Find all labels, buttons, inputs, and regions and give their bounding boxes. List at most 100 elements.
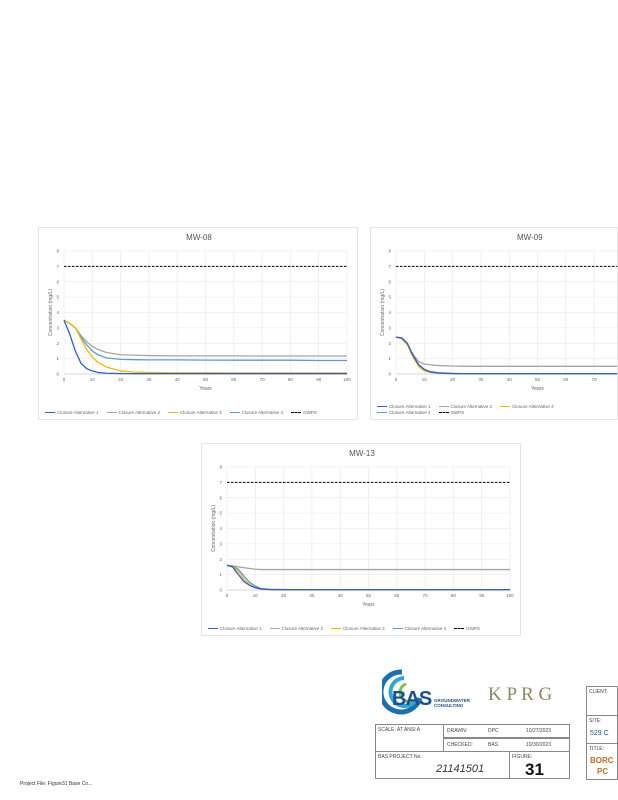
x-tick-label: 50: [366, 593, 372, 598]
series-line-closure-alternative-2: [226, 564, 510, 571]
y-tick-label: 3: [388, 325, 391, 330]
x-tick-label: 100: [343, 377, 351, 382]
y-tick-label: 4: [56, 310, 59, 315]
y-tick-label: 0: [219, 588, 222, 593]
y-tick-label: 7: [388, 264, 391, 269]
legend-item: Closure Alternative 3: [331, 626, 385, 631]
y-tick-label: 5: [219, 511, 222, 516]
chart-title: MW-13: [349, 449, 375, 458]
x-tick-label: 0: [226, 593, 229, 598]
legend-swatch: [331, 628, 342, 630]
x-tick-label: 70: [423, 593, 429, 598]
x-tick-label: 30: [309, 593, 315, 598]
legend-label: Closure Alternative 4: [389, 410, 431, 415]
x-tick-label: 70: [592, 377, 598, 382]
y-tick-label: 4: [388, 310, 391, 315]
x-tick-label: 40: [338, 593, 344, 598]
legend-label: GWPS: [303, 410, 317, 415]
legend-label: GWPS: [466, 626, 480, 631]
y-tick-label: 8: [56, 249, 59, 254]
x-tick-label: 0: [395, 377, 398, 382]
y-tick-label: 6: [56, 279, 59, 284]
x-axis-label: Years: [199, 386, 212, 392]
y-tick-label: 0: [388, 372, 391, 377]
x-tick-label: 90: [316, 377, 322, 382]
y-tick-label: 2: [219, 557, 222, 562]
title-block-drawn: DRAWN: DPC 10/27/2023: [443, 724, 570, 738]
x-tick-label: 10: [253, 593, 259, 598]
x-tick-label: 60: [231, 377, 237, 382]
x-tick-label: 70: [260, 377, 266, 382]
x-tick-label: 20: [118, 377, 124, 382]
legend-swatch: [269, 628, 280, 630]
legend-item: GWPS: [438, 410, 464, 415]
legend-swatch: [392, 628, 403, 630]
y-axis-label: Concentration (mg/L): [380, 289, 386, 336]
legend-item: Closure Alternative 4: [392, 626, 447, 631]
title-block-site: SITE: 529 C: [586, 715, 618, 744]
title-block-client: CLIENT:: [586, 686, 618, 716]
legend-item: Closure Alternative 1: [45, 410, 99, 415]
y-tick-label: 1: [388, 356, 391, 361]
chart-mw-09: MW-090123456780102030405060708090100Year…: [370, 227, 618, 420]
legend-swatch: [377, 412, 387, 414]
legend-swatch: [438, 406, 449, 408]
x-tick-label: 30: [478, 377, 484, 382]
x-tick-label: 60: [563, 377, 569, 382]
title-block-scale: SCALE: AT ANSI A: [375, 724, 444, 752]
chart-mw-08: MW-08 0 1 2 3 4 5 6 7 8 0 10 20 30 40 50 60 70 80 90 100 Year…: [38, 227, 358, 420]
y-tick-label: 6: [219, 495, 222, 500]
legend-item: Closure Alternative 3: [168, 410, 222, 415]
x-tick-label: 60: [394, 593, 400, 598]
bas-logo-subtext: GROUNDWATER CONSULTING: [434, 698, 470, 708]
chart-title: MW-09: [517, 233, 543, 242]
series-line-closure-alternative-4: [395, 336, 617, 375]
y-tick-label: 5: [388, 295, 391, 300]
x-tick-label: 40: [507, 377, 513, 382]
legend-label: Closure Alternative 4: [404, 626, 447, 631]
legend-label: Closure Alternative 3: [512, 404, 554, 409]
legend-item: Closure Alternative 1: [377, 404, 431, 409]
legend-label: Closure Alternative 2: [118, 410, 161, 415]
y-tick-label: 4: [219, 526, 222, 531]
y-axis-label: Concentration (mg/L): [211, 505, 217, 552]
x-tick-label: 30: [146, 377, 152, 382]
y-tick-label: 7: [56, 264, 59, 269]
y-tick-label: 3: [219, 541, 222, 546]
title-block-figure: FIGURE: 31: [509, 751, 570, 779]
series-line-closure-alternative-1: [395, 336, 617, 375]
x-tick-label: 10: [422, 377, 428, 382]
x-tick-label: 80: [451, 593, 457, 598]
x-tick-label: 90: [479, 593, 485, 598]
footer-file-path: Project File: Figure31 Base Co...: [20, 781, 93, 787]
chart-mw-13: MW-13 0 1 2 3 4 5 6 7 8 0 10 20 30 40 50 60 70 80 90 100 Year…: [201, 443, 521, 636]
x-tick-label: 20: [281, 593, 287, 598]
y-tick-label: 8: [219, 465, 222, 470]
legend-swatch: [291, 412, 302, 414]
legend-swatch: [500, 406, 511, 408]
series-line-closure-alternative-1: [226, 564, 510, 591]
legend-label: Closure Alternative 3: [180, 410, 222, 415]
x-tick-label: 0: [63, 377, 66, 382]
bas-logo-text: BAS: [392, 688, 432, 710]
x-axis-label: Years: [531, 386, 544, 392]
title-block-title: TITLE: BORC PC: [586, 743, 618, 780]
y-tick-label: 3: [56, 325, 59, 330]
legend-item: Closure Alternative 2: [438, 404, 492, 409]
chart-legend: Closure Alternative 1 Closure Alternative…: [208, 626, 516, 631]
chart-legend: Closure Alternative 1 Closure Alternative…: [45, 410, 353, 415]
legend-item: Closure Alternative 4: [229, 410, 283, 415]
series-line-closure-alternative-1: [63, 319, 347, 375]
legend-label: Closure Alternative 3: [343, 626, 385, 631]
y-axis-label: Concentration (mg/L): [48, 289, 54, 336]
y-tick-label: 2: [56, 341, 59, 346]
legend-swatch: [168, 412, 179, 414]
legend-label: Closure Alternative 2: [281, 626, 324, 631]
legend-swatch: [438, 412, 449, 414]
y-tick-label: 1: [219, 572, 222, 577]
legend-item: Closure Alternative 1: [208, 626, 262, 631]
x-tick-label: 100: [506, 593, 514, 598]
y-tick-label: 1: [56, 356, 59, 361]
series-line-closure-alternative-2: [395, 336, 617, 367]
chart-title: MW-08: [186, 233, 212, 242]
